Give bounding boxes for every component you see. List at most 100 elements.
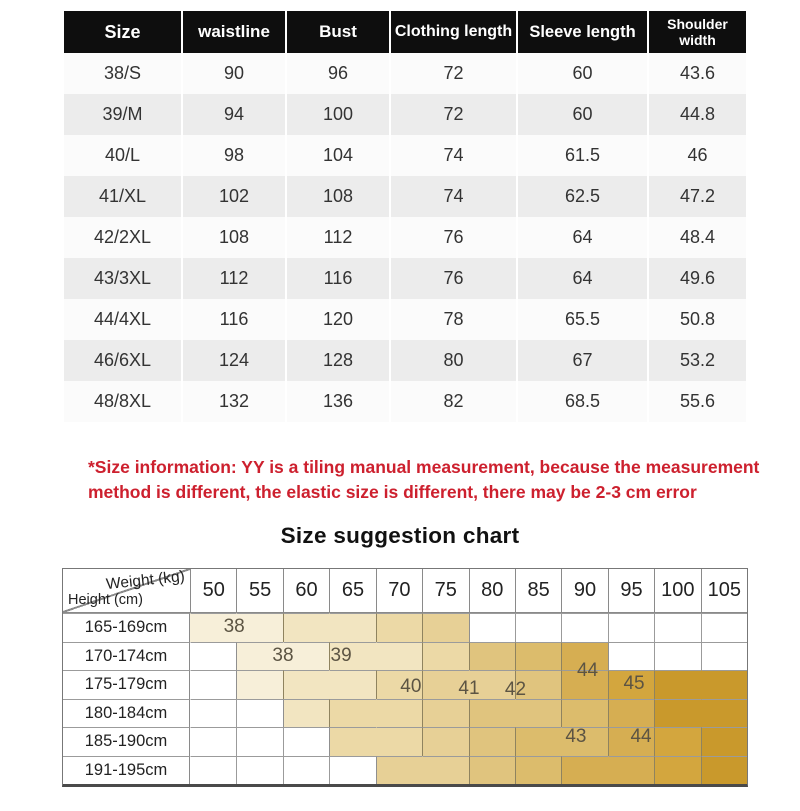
weight-header-cell: 75 (422, 569, 468, 612)
size-table-cell: 90 (181, 53, 287, 94)
size-table-header-cell: Size (62, 11, 183, 53)
size-table-cell: 136 (285, 381, 391, 422)
size-table-cell: 38/S (62, 53, 183, 94)
size-table-cell: 49.6 (647, 258, 748, 299)
empty-cell (607, 613, 655, 642)
empty-cell (282, 727, 330, 756)
size-table-cell: 124 (181, 340, 287, 381)
size-table-cell: 98 (181, 135, 287, 176)
size-table: Size waistline Bust Clothing length Sleeve l… (62, 11, 748, 422)
empty-cell (190, 755, 237, 785)
empty-cell (236, 727, 283, 756)
height-label-cell: 180-184cm (63, 698, 190, 727)
size-table-header-cell: Clothing length (389, 11, 518, 53)
empty-cell (514, 613, 562, 642)
size-band-cell (514, 641, 562, 670)
size-table-cell: 74 (389, 135, 518, 176)
empty-cell (700, 613, 747, 642)
weight-header-cell: 50 (190, 569, 236, 612)
size-table-row: 39/M 94 100 72 60 44.8 (62, 94, 748, 135)
size-band-cell (236, 613, 283, 642)
empty-cell (190, 670, 237, 699)
size-band-cell (700, 727, 747, 756)
size-band-cell (700, 755, 747, 784)
weight-header-cell: 85 (514, 569, 561, 612)
size-band-cell (607, 698, 655, 727)
size-band-cell (375, 641, 423, 670)
suggestion-chart-body: 165-169cm 170-174cm 175-179cm 180-184cm 185-… (63, 613, 747, 784)
size-table-row: 43/3XL 112 116 76 64 49.6 (62, 258, 748, 299)
empty-cell (329, 755, 376, 784)
size-table-cell: 44.8 (647, 94, 748, 135)
size-band-cell (468, 698, 515, 727)
size-table-row: 44/4XL 116 120 78 65.5 50.8 (62, 299, 748, 340)
size-table-cell: 112 (181, 258, 287, 299)
size-table-cell: 72 (389, 53, 518, 94)
size-table-row: 42/2XL 108 112 76 64 48.4 (62, 217, 748, 258)
size-table-cell: 64 (516, 258, 649, 299)
weight-header-cell: 80 (468, 569, 515, 612)
height-label-cell: 175-179cm (63, 670, 190, 699)
empty-cell (468, 613, 515, 642)
size-band-cell (514, 755, 562, 784)
size-table-row: 48/8XL 132 136 82 68.5 55.6 (62, 381, 748, 422)
size-band-cell (468, 670, 515, 699)
size-table-cell: 67 (516, 340, 649, 381)
empty-cell (607, 641, 655, 670)
suggestion-chart: Weight (kg) Height (cm) 50 55 60 65 70 75 80 85… (62, 568, 748, 787)
size-band-cell (561, 727, 608, 756)
size-band-cell (468, 727, 515, 756)
size-table-cell: 108 (285, 176, 391, 217)
size-table-cell: 132 (181, 381, 287, 422)
size-band-cell (700, 698, 747, 727)
size-table-cell: 72 (389, 94, 518, 135)
empty-cell (190, 698, 237, 728)
weight-header-cell: 105 (700, 569, 747, 612)
size-band-label: 40 (400, 676, 422, 698)
weight-header-cell: 70 (375, 569, 422, 612)
size-table-cell: 76 (389, 217, 518, 258)
size-table-cell: 80 (389, 340, 518, 381)
size-table-cell: 39/M (62, 94, 183, 135)
size-table-cell: 61.5 (516, 135, 649, 176)
empty-cell (190, 727, 237, 756)
size-band-cell (422, 641, 469, 670)
size-table-cell: 128 (285, 340, 391, 381)
size-band-cell (654, 755, 701, 784)
size-band-cell (375, 613, 423, 642)
size-band-cell (375, 727, 423, 756)
size-band-cell (190, 613, 237, 642)
empty-cell (236, 698, 283, 727)
empty-cell (236, 755, 283, 784)
weight-header-cell: 90 (561, 569, 607, 612)
height-label-cell: 170-174cm (63, 641, 190, 670)
size-band-cell (422, 727, 469, 756)
suggestion-chart-title: Size suggestion chart (280, 523, 520, 548)
size-table-cell: 43/3XL (62, 258, 183, 299)
size-band-cell (236, 670, 283, 699)
size-band-cell (654, 670, 701, 699)
size-table-cell: 40/L (62, 135, 183, 176)
size-table-cell: 108 (181, 217, 287, 258)
size-table-cell: 44/4XL (62, 299, 183, 340)
size-band-cell (422, 698, 469, 727)
height-label-cell: 165-169cm (63, 613, 190, 642)
empty-cell (654, 613, 701, 642)
size-band-cell (468, 755, 515, 784)
size-band-cell (561, 698, 608, 727)
size-table-cell: 102 (181, 176, 287, 217)
size-band-cell (422, 613, 469, 642)
size-table-cell: 68.5 (516, 381, 649, 422)
size-band-cell (561, 641, 608, 670)
size-table-cell: 47.2 (647, 176, 748, 217)
size-band-label: 38 (223, 616, 245, 638)
size-table-cell: 48.4 (647, 217, 748, 258)
weight-header-cell: 95 (607, 569, 654, 612)
size-band-cell (282, 670, 330, 699)
corner-cell: Weight (kg) Height (cm) (63, 568, 190, 612)
size-table-header-row: Size waistline Bust Clothing length Sleeve l… (62, 11, 748, 53)
size-band-label: 38 (272, 644, 294, 666)
size-band-cell (375, 755, 423, 784)
empty-cell (190, 641, 237, 671)
size-table-cell: 60 (516, 53, 649, 94)
